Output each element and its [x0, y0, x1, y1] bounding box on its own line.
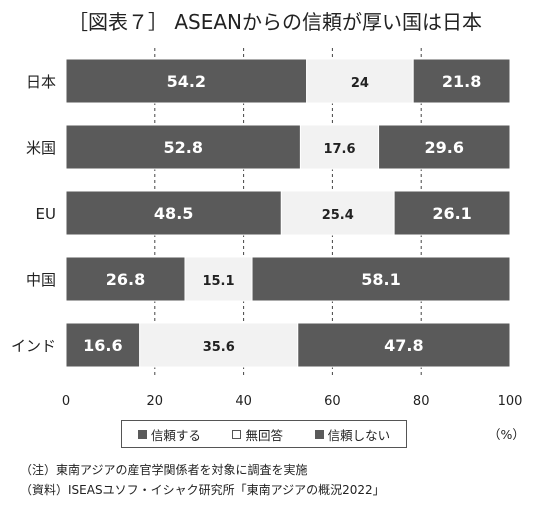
legend-item-distrust: 信頼しない: [314, 425, 391, 444]
legend-swatch: [137, 429, 147, 439]
legend-label: 無回答: [245, 427, 283, 443]
data-label: 24: [351, 76, 369, 91]
bar-trust: [65, 190, 282, 236]
data-label: 15.1: [202, 274, 234, 289]
data-label: 26.1: [432, 204, 471, 223]
data-label: 26.8: [106, 270, 145, 289]
x-tick-label: 80: [413, 394, 430, 409]
data-label: 35.6: [203, 340, 235, 355]
data-label: 47.8: [384, 336, 423, 355]
data-label: 16.6: [83, 336, 122, 355]
x-tick-label: 60: [324, 394, 341, 409]
chart-source: （資料）ISEASユソフ・イシャク研究所「東南アジアの概況2022」: [20, 483, 385, 497]
bar-trust: [65, 256, 186, 302]
x-tick-label: 100: [498, 394, 523, 409]
data-label: 58.1: [361, 270, 400, 289]
category-label: 日本: [26, 73, 56, 91]
legend-label: 信頼する: [150, 427, 201, 443]
bar-no-answer: [184, 256, 253, 302]
bar-trust: [65, 124, 301, 170]
bar-distrust: [251, 256, 511, 302]
bar-distrust: [393, 190, 511, 236]
data-label: 17.6: [323, 142, 355, 157]
bar-no-answer: [280, 190, 395, 236]
category-label: 中国: [26, 271, 56, 289]
axis-unit-label: （%）: [488, 427, 525, 442]
bar-distrust: [297, 322, 511, 368]
category-label: インド: [11, 337, 56, 355]
data-label: 25.4: [322, 208, 354, 223]
data-label: 48.5: [154, 204, 193, 223]
data-label: 29.6: [425, 138, 464, 157]
bar-no-answer: [139, 322, 299, 368]
legend-label: 信頼しない: [327, 427, 391, 443]
x-tick-label: 40: [235, 394, 252, 409]
x-tick-label: 0: [62, 394, 70, 409]
legend: 信頼する 無回答 信頼しない: [121, 420, 407, 448]
legend-swatch: [314, 429, 324, 439]
bar-trust: [65, 58, 308, 104]
chart-title: ［図表７］ ASEANからの信頼が厚い国は日本: [67, 10, 482, 34]
bar-trust: [65, 322, 141, 368]
data-label: 21.8: [442, 72, 481, 91]
legend-item-trust: 信頼する: [137, 425, 201, 444]
bar-distrust: [378, 124, 511, 170]
category-label: 米国: [26, 139, 56, 157]
x-tick-label: 20: [147, 394, 164, 409]
data-label: 54.2: [167, 72, 206, 91]
legend-swatch: [232, 429, 242, 439]
data-label: 52.8: [163, 138, 202, 157]
legend-item-no-answer: 無回答: [232, 425, 283, 444]
category-label: EU: [36, 205, 56, 223]
chart-note: （注）東南アジアの産官学関係者を対象に調査を実施: [20, 463, 308, 477]
bar-distrust: [412, 58, 511, 104]
